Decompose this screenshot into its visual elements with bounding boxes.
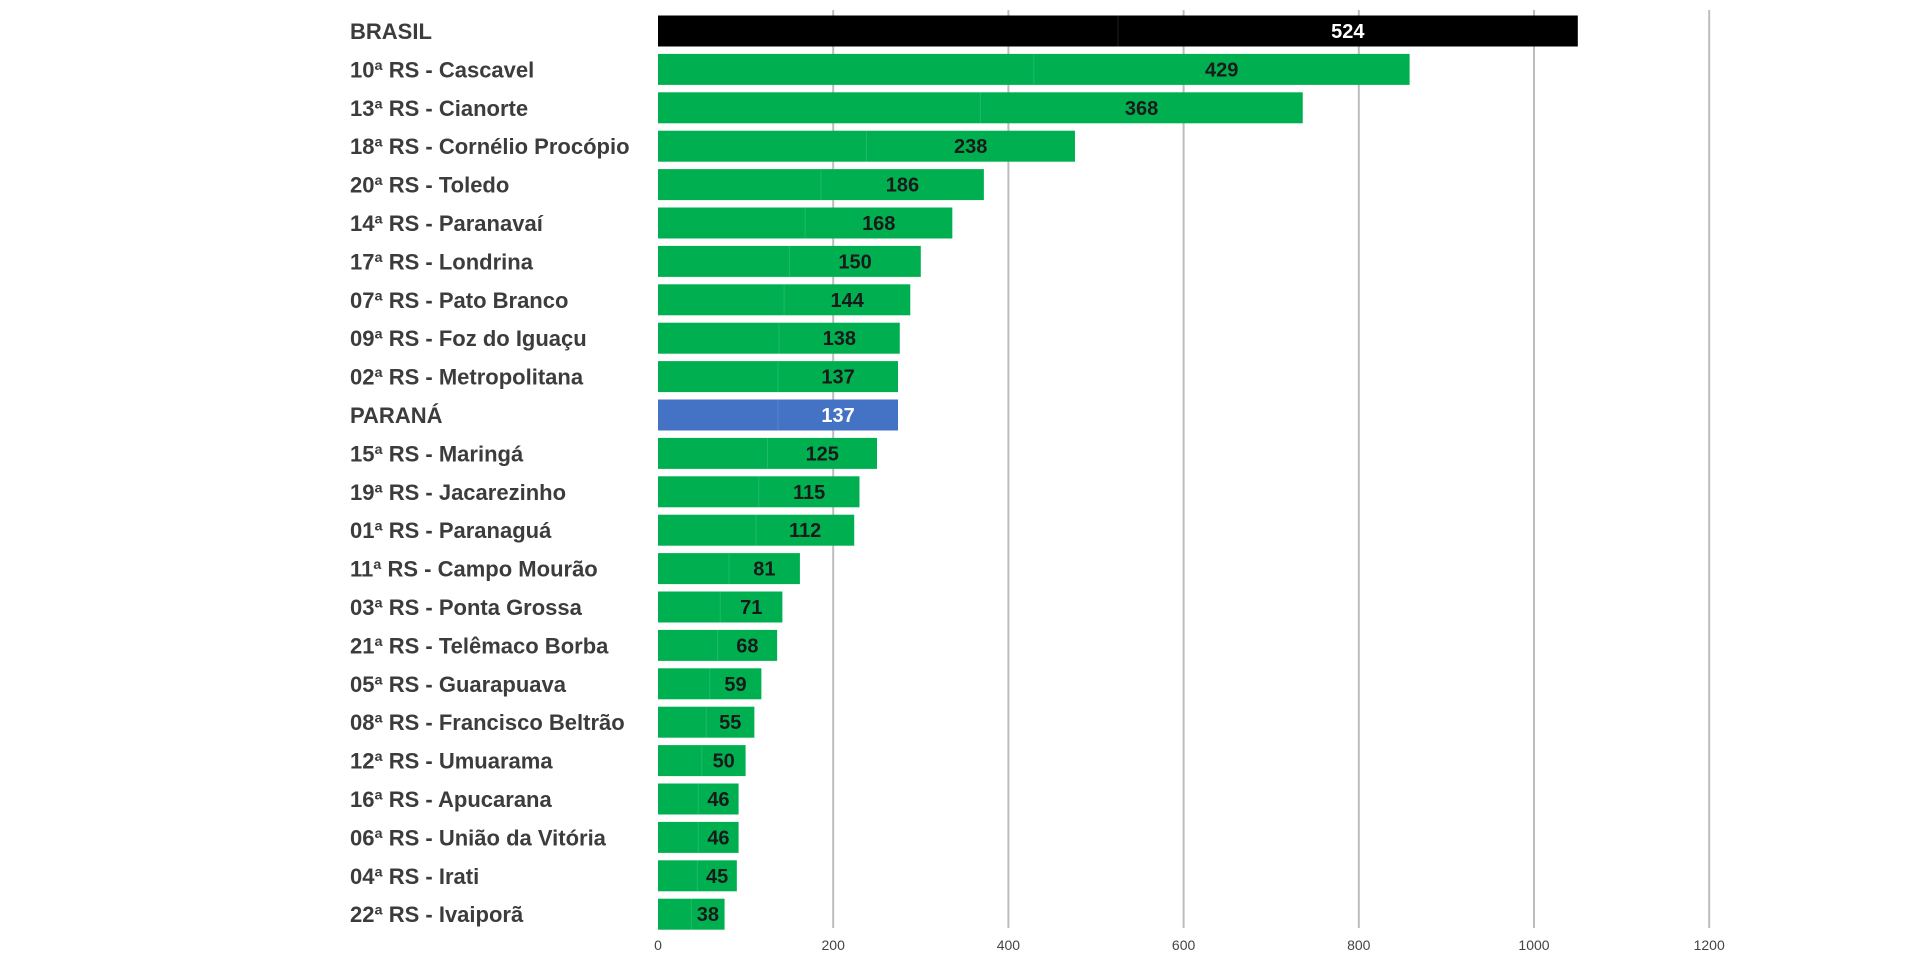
category-label-6: 17ª RS - Londrina <box>350 249 534 274</box>
value-label-1: 429 <box>1205 59 1238 81</box>
category-labels: BRASIL 10ª RS - Cascavel 13ª RS - Cianorte… <box>350 19 630 927</box>
bar-2 <box>658 92 1303 124</box>
value-label-18: 55 <box>719 712 741 734</box>
bar-1 <box>658 53 1410 85</box>
value-label-20: 46 <box>707 789 729 811</box>
category-label-3: 18ª RS - Cornélio Procópio <box>350 134 630 159</box>
category-label-4: 20ª RS - Toledo <box>350 173 509 198</box>
value-label-10: 137 <box>821 405 854 427</box>
category-label-7: 07ª RS - Pato Branco <box>350 288 568 313</box>
value-label-12: 115 <box>793 482 825 504</box>
bars <box>658 15 1578 930</box>
value-label-13: 112 <box>789 520 821 542</box>
category-label-10: PARANÁ <box>350 403 443 428</box>
value-label-2: 368 <box>1125 98 1158 120</box>
category-label-21: 06ª RS - União da Vitória <box>350 825 607 850</box>
x-axis-ticks: 0 200 400 600 800 1000 1200 <box>654 937 1725 953</box>
x-tick-label-400: 400 <box>997 937 1021 953</box>
bar-3 <box>658 130 1075 162</box>
bar-20 <box>658 783 739 815</box>
value-label-7: 144 <box>831 290 865 312</box>
category-label-22: 04ª RS - Irati <box>350 864 479 889</box>
bar-18 <box>658 706 755 738</box>
value-label-16: 68 <box>736 635 758 657</box>
bar-14 <box>658 553 800 585</box>
category-label-2: 13ª RS - Cianorte <box>350 96 528 121</box>
bar-5 <box>658 207 953 239</box>
value-label-0: 524 <box>1331 21 1365 43</box>
bar-6 <box>658 245 921 277</box>
value-label-4: 186 <box>886 175 919 197</box>
category-label-11: 15ª RS - Maringá <box>350 441 524 466</box>
category-label-20: 16ª RS - Apucarana <box>350 787 552 812</box>
value-label-9: 137 <box>821 367 854 389</box>
value-label-5: 168 <box>862 213 895 235</box>
x-tick-label-0: 0 <box>654 937 662 953</box>
bar-15 <box>658 591 783 623</box>
category-label-5: 14ª RS - Paranavaí <box>350 211 544 236</box>
value-label-14: 81 <box>753 559 775 581</box>
bar-19 <box>658 745 746 777</box>
category-label-14: 11ª RS - Campo Mourão <box>350 557 598 582</box>
value-label-17: 59 <box>724 674 746 696</box>
category-label-0: BRASIL <box>350 19 432 44</box>
bar-23 <box>658 898 725 930</box>
value-label-21: 46 <box>707 827 729 849</box>
bar-12 <box>658 476 860 508</box>
bar-7 <box>658 284 911 316</box>
value-label-15: 71 <box>740 597 762 619</box>
category-label-8: 09ª RS - Foz do Iguaçu <box>350 326 587 351</box>
category-label-1: 10ª RS - Cascavel <box>350 57 534 82</box>
category-label-13: 01ª RS - Paranaguá <box>350 518 552 543</box>
x-tick-label-600: 600 <box>1172 937 1196 953</box>
value-label-22: 45 <box>706 866 728 888</box>
gridlines <box>832 10 1711 928</box>
bar-8 <box>658 322 900 354</box>
x-tick-label-200: 200 <box>822 937 846 953</box>
category-label-9: 02ª RS - Metropolitana <box>350 365 584 390</box>
value-label-6: 150 <box>838 251 871 273</box>
category-label-18: 08ª RS - Francisco Beltrão <box>350 710 625 735</box>
bar-16 <box>658 629 778 661</box>
value-label-19: 50 <box>713 751 735 773</box>
x-tick-label-1200: 1200 <box>1694 937 1725 953</box>
category-label-19: 12ª RS - Umuarama <box>350 749 553 774</box>
bar-0 <box>658 15 1578 47</box>
category-label-23: 22ª RS - Ivaiporã <box>350 902 524 927</box>
bar-10 <box>658 399 899 431</box>
category-label-17: 05ª RS - Guarapuava <box>350 672 567 697</box>
bar-13 <box>658 514 855 546</box>
value-label-11: 125 <box>806 443 839 465</box>
bar-21 <box>658 821 739 853</box>
value-label-3: 238 <box>954 136 987 158</box>
x-tick-label-1000: 1000 <box>1518 937 1549 953</box>
value-label-8: 138 <box>823 328 856 350</box>
bar-11 <box>658 437 877 469</box>
bar-22 <box>658 860 737 892</box>
value-label-23: 38 <box>697 904 719 926</box>
value-labels: 524 429 368 238 186 168 150 144 138 137 137 125 115 1… <box>697 21 1366 926</box>
category-label-15: 03ª RS - Ponta Grossa <box>350 595 583 620</box>
bar-9 <box>658 361 899 393</box>
category-label-12: 19ª RS - Jacarezinho <box>350 480 566 505</box>
x-tick-label-800: 800 <box>1347 937 1371 953</box>
bar-17 <box>658 668 762 700</box>
category-label-16: 21ª RS - Telêmaco Borba <box>350 633 609 658</box>
bar-4 <box>658 169 984 201</box>
